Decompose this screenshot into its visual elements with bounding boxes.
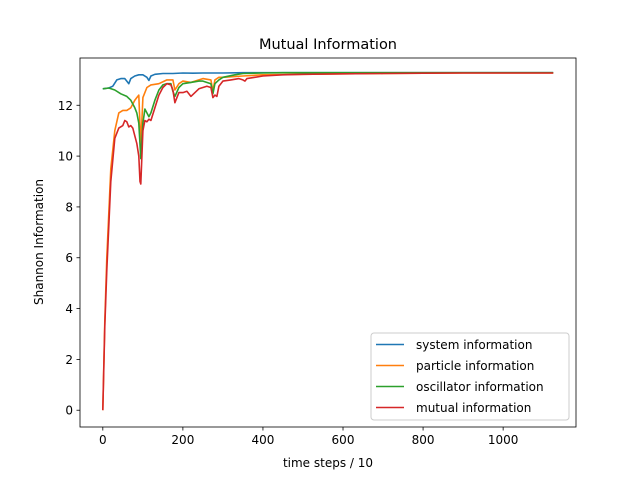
x-tick-label: 400 <box>251 433 274 447</box>
y-tick-label: 2 <box>65 353 73 367</box>
legend: system information particle information os… <box>370 332 570 421</box>
y-tick-label: 6 <box>65 251 73 265</box>
chart-title: Mutual Information <box>259 37 397 53</box>
x-axis-title: time steps / 10 <box>283 456 373 470</box>
y-tick-label: 0 <box>65 404 73 418</box>
series-line-2 <box>102 71 554 160</box>
x-tick-label: 1000 <box>488 433 519 447</box>
plot-frame <box>79 57 577 428</box>
legend-label: system information <box>416 338 532 352</box>
x-tick-label: 200 <box>171 433 194 447</box>
y-tick-label: 4 <box>65 302 73 316</box>
x-tick-label: 600 <box>332 433 355 447</box>
legend-box <box>370 332 570 421</box>
series-line-0 <box>102 71 554 90</box>
axis-ticks: 0 200 400 600 800 1000 0 2 4 6 8 10 12 <box>58 99 519 447</box>
y-tick-label: 12 <box>58 99 73 113</box>
legend-label: particle information <box>416 359 534 373</box>
y-tick-label: 8 <box>65 200 73 214</box>
series-line-3 <box>102 72 554 411</box>
x-tick-label: 800 <box>412 433 435 447</box>
x-tick-label: 0 <box>99 433 107 447</box>
y-axis-title: Shannon Information <box>32 179 46 305</box>
legend-label: mutual information <box>416 401 531 415</box>
plot-lines <box>102 71 554 411</box>
legend-label: oscillator information <box>416 380 544 394</box>
y-tick-label: 10 <box>58 150 73 164</box>
